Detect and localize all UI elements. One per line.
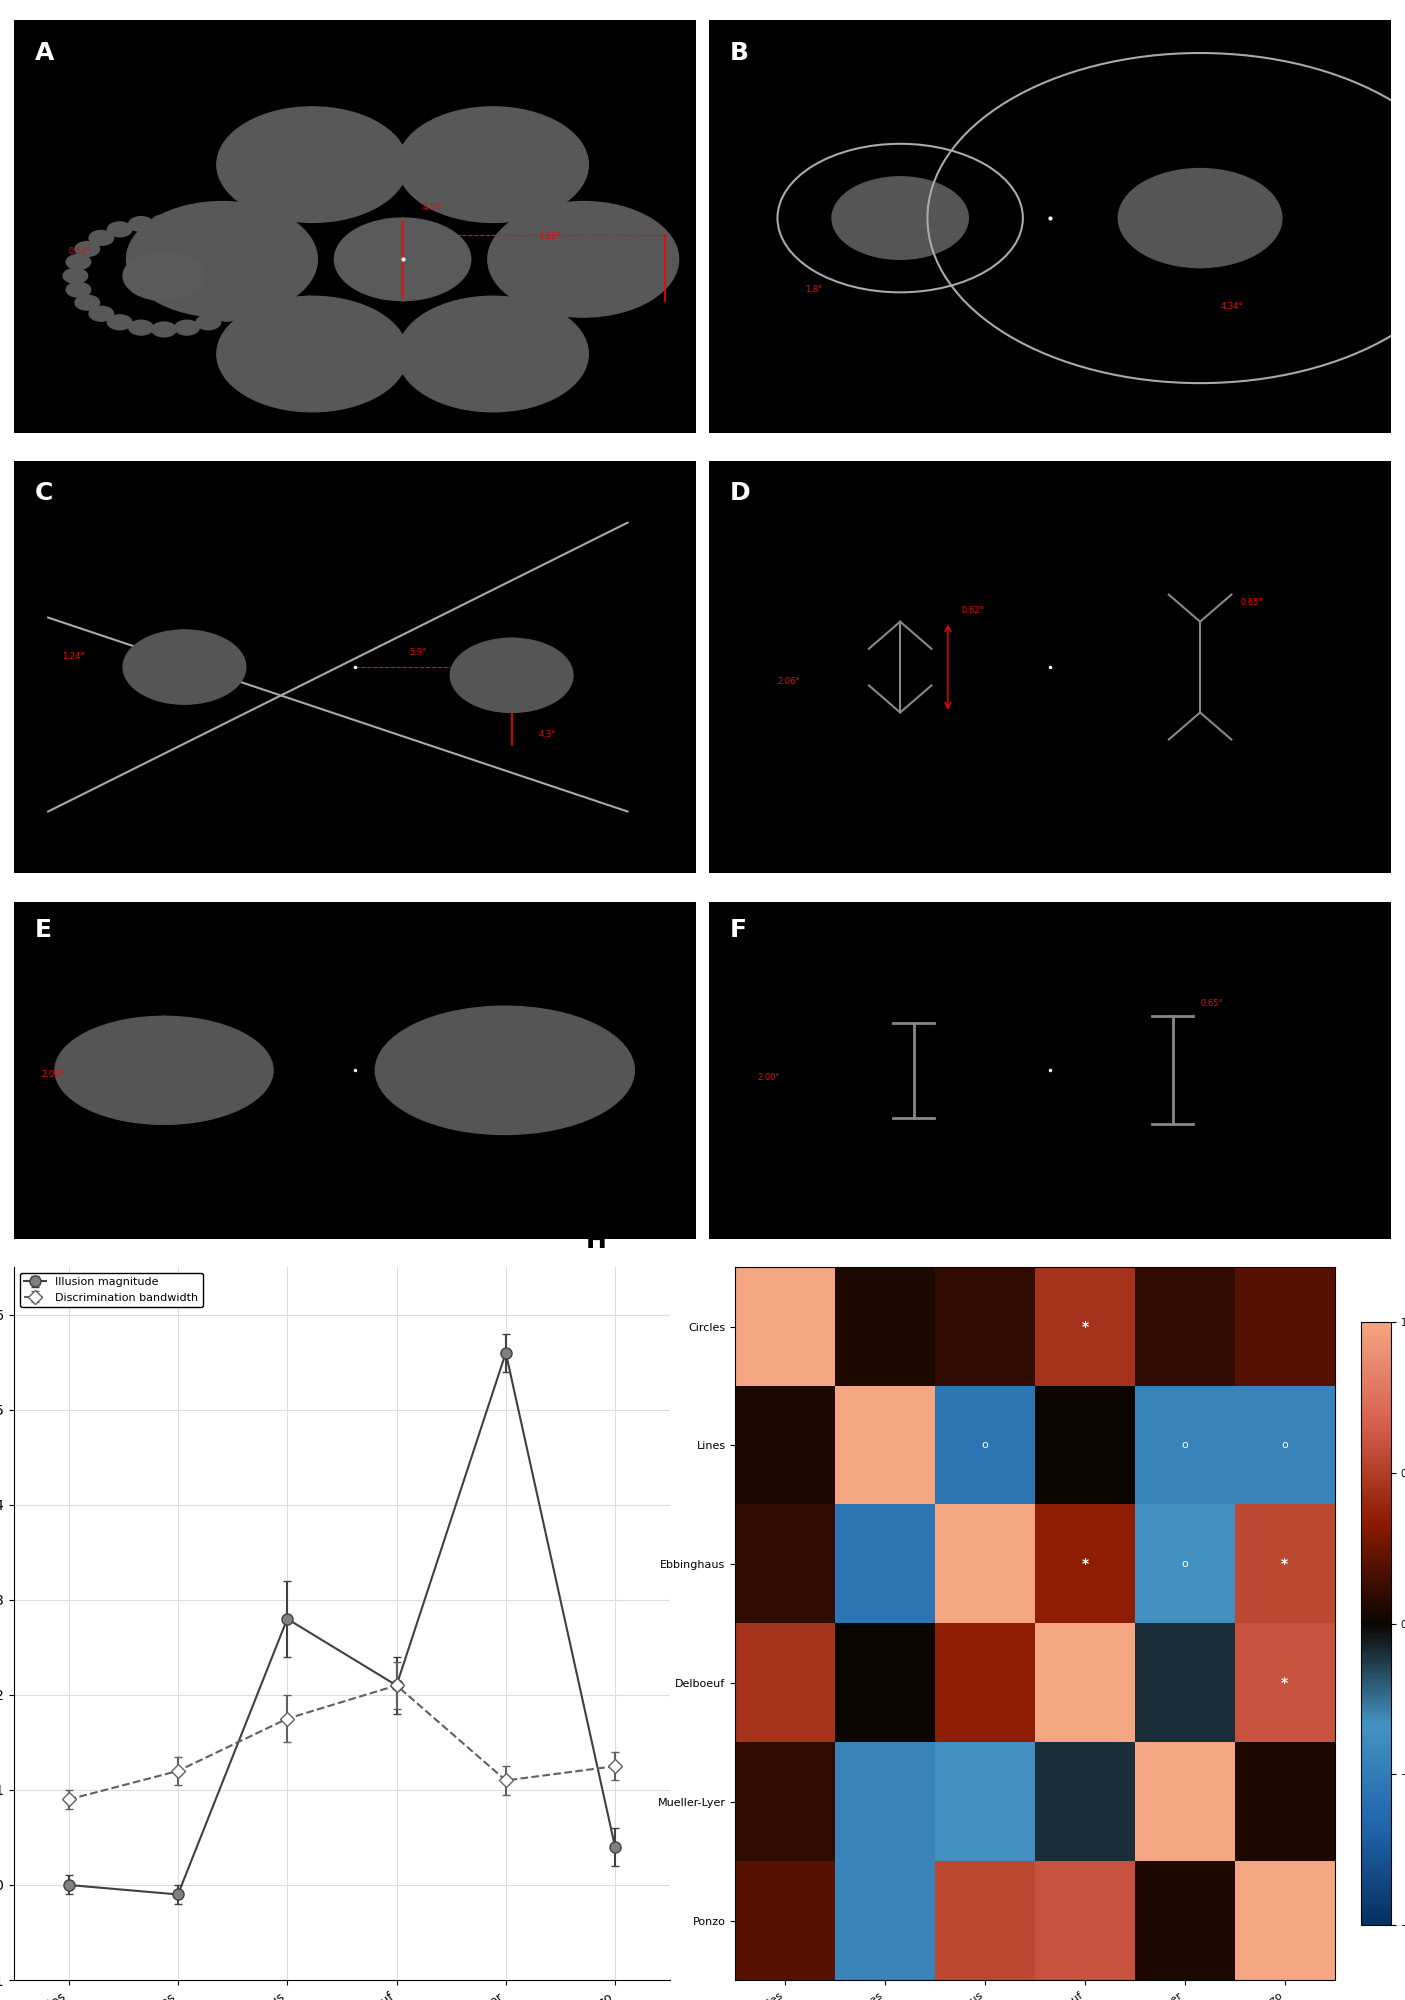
Circle shape [1118,168,1281,268]
Circle shape [174,320,200,336]
Text: A: A [35,40,53,64]
Circle shape [398,296,589,412]
Text: 5.9°: 5.9° [409,648,427,656]
Text: F: F [729,918,747,942]
Text: o: o [1281,1440,1288,1450]
Text: 4.16°: 4.16° [540,232,562,240]
Circle shape [237,254,261,270]
Circle shape [129,320,153,336]
Circle shape [129,216,153,232]
Text: o: o [1182,1440,1189,1450]
Text: 0.52°: 0.52° [69,246,91,256]
Circle shape [216,106,407,222]
Text: 0.62°: 0.62° [961,606,984,616]
Text: *: * [1082,1320,1089,1334]
Legend: Illusion magnitude, Discrimination bandwidth: Illusion magnitude, Discrimination bandw… [20,1272,202,1308]
Circle shape [89,306,114,322]
Text: *: * [1281,1676,1288,1690]
Text: *: * [1281,1558,1288,1572]
Circle shape [107,222,132,236]
Circle shape [74,296,100,310]
Circle shape [174,216,200,232]
Text: H: H [586,1230,607,1254]
Circle shape [215,306,239,322]
Text: o: o [982,1440,988,1450]
Circle shape [237,282,261,298]
Text: 1.8°: 1.8° [805,286,822,294]
Circle shape [152,322,176,336]
Text: o: o [1182,1560,1189,1570]
Text: 1.24°: 1.24° [62,652,84,660]
Text: 4.3°: 4.3° [540,730,556,740]
Text: B: B [729,40,749,64]
Circle shape [152,214,176,230]
Text: 4.34°: 4.34° [1221,302,1243,310]
Text: 4.55°: 4.55° [423,202,445,212]
Circle shape [398,106,589,222]
Text: 2.06°: 2.06° [777,676,799,686]
Circle shape [334,218,471,300]
Circle shape [124,252,205,300]
Circle shape [124,630,246,704]
Circle shape [450,638,573,712]
Text: *: * [1082,1558,1089,1572]
Circle shape [229,242,253,256]
Text: 2.00°: 2.00° [41,1070,63,1080]
Circle shape [66,282,91,298]
Text: 0.65°: 0.65° [1200,1000,1222,1008]
Circle shape [488,202,679,318]
Circle shape [215,230,239,246]
Text: C: C [35,482,53,506]
Circle shape [63,268,87,284]
Circle shape [126,202,318,318]
Circle shape [66,254,91,270]
Circle shape [89,230,114,246]
Text: 1.86°: 1.86° [174,270,197,278]
Circle shape [216,296,407,412]
Circle shape [107,314,132,330]
Circle shape [229,296,253,310]
Circle shape [832,176,968,260]
Circle shape [197,314,221,330]
Circle shape [197,222,221,236]
Text: E: E [35,918,52,942]
Circle shape [375,1006,634,1134]
Text: 0.65°: 0.65° [1241,598,1263,608]
Circle shape [74,242,100,256]
Text: D: D [729,482,750,506]
Circle shape [240,268,266,284]
Text: 2.00°: 2.00° [757,1074,780,1082]
Circle shape [55,1016,273,1124]
